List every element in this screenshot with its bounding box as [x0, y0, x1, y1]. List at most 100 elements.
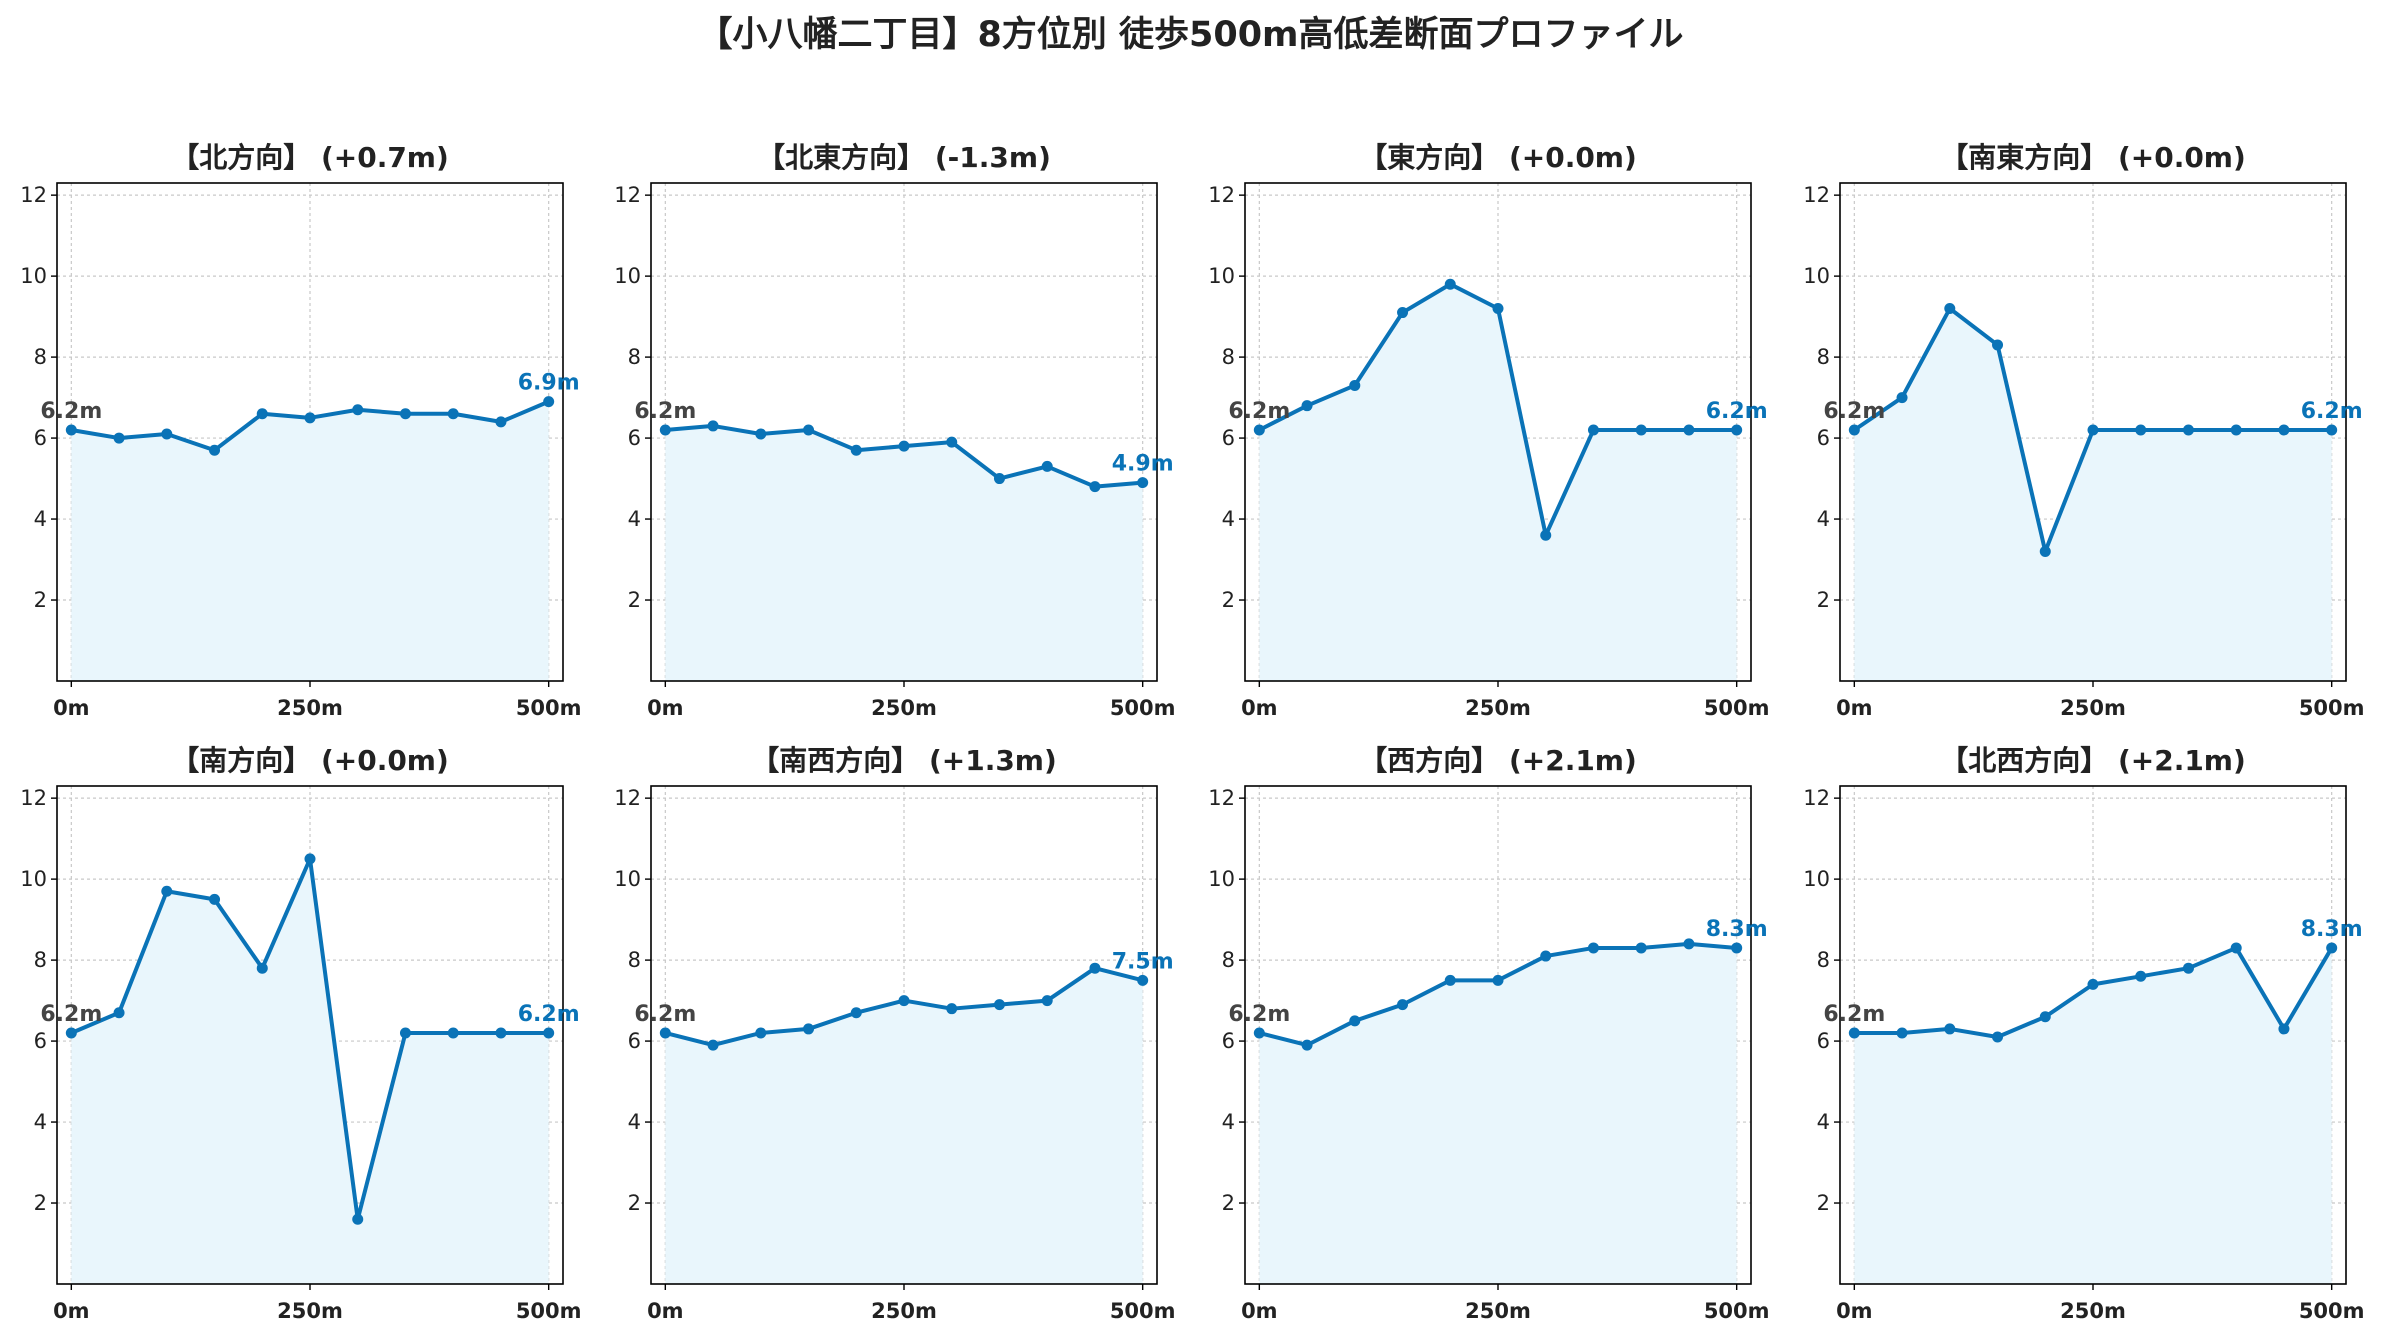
data-point: [1635, 942, 1647, 954]
y-tick-label: 6: [1817, 1029, 1830, 1053]
data-point: [1444, 278, 1456, 290]
x-tick-label: 250m: [277, 696, 343, 720]
data-point: [209, 444, 221, 456]
data-point: [1253, 424, 1265, 436]
y-tick-label: 4: [1222, 507, 1235, 531]
data-point: [707, 1039, 719, 1051]
y-tick-label: 6: [1817, 426, 1830, 450]
data-point: [161, 885, 173, 897]
data-point: [993, 473, 1005, 485]
y-tick-label: 8: [1222, 345, 1235, 369]
data-point: [1253, 1027, 1265, 1039]
end-value-label: 6.9m: [518, 371, 580, 396]
data-point: [755, 1027, 767, 1039]
y-tick-label: 2: [1817, 1191, 1830, 1215]
y-tick-label: 8: [1222, 948, 1235, 972]
y-tick-label: 12: [1208, 786, 1235, 810]
y-tick-label: 2: [1222, 1191, 1235, 1215]
data-point: [850, 1007, 862, 1019]
y-tick-label: 12: [614, 183, 641, 207]
x-tick-label: 500m: [2299, 696, 2365, 720]
y-tick-label: 8: [34, 345, 47, 369]
data-point: [2230, 942, 2242, 954]
start-value-label: 6.2m: [1823, 399, 1885, 424]
x-tick-label: 500m: [1704, 1299, 1770, 1323]
data-point: [1635, 424, 1647, 436]
data-point: [2039, 545, 2051, 557]
y-tick-label: 6: [1222, 426, 1235, 450]
data-point: [1587, 942, 1599, 954]
x-tick-label: 250m: [871, 696, 937, 720]
data-point: [1896, 1027, 1908, 1039]
data-point: [495, 416, 507, 428]
x-tick-label: 0m: [647, 1299, 684, 1323]
data-point: [1349, 379, 1361, 391]
data-point: [65, 424, 77, 436]
data-point: [1444, 974, 1456, 986]
end-value-label: 4.9m: [1112, 452, 1174, 477]
y-tick-label: 10: [614, 264, 641, 288]
data-point: [659, 424, 671, 436]
y-tick-label: 10: [1208, 867, 1235, 891]
x-tick-label: 500m: [516, 696, 582, 720]
end-value-label: 8.3m: [2301, 917, 2363, 942]
data-point: [1731, 424, 1743, 436]
y-tick-label: 4: [1222, 1110, 1235, 1134]
data-point: [495, 1027, 507, 1039]
data-point: [399, 1027, 411, 1039]
data-point: [1397, 999, 1409, 1011]
panel-4: 【南方向】 (+0.0m) 2 4 6 8 10 12 0m 250m 500m 6.2m 6.2m: [20, 744, 581, 1323]
data-point: [1896, 392, 1908, 404]
area-fill: [1259, 284, 1737, 681]
y-tick-label: 6: [34, 1029, 47, 1053]
data-point: [447, 1027, 459, 1039]
data-point: [755, 428, 767, 440]
y-tick-label: 2: [1817, 588, 1830, 612]
y-tick-label: 12: [614, 786, 641, 810]
data-point: [1683, 938, 1695, 950]
x-tick-label: 250m: [1465, 1299, 1531, 1323]
data-point: [1301, 400, 1313, 412]
data-point: [1848, 424, 1860, 436]
y-tick-label: 10: [1803, 264, 1830, 288]
data-point: [2230, 424, 2242, 436]
data-point: [304, 853, 316, 865]
panel-title: 【西方向】 (+2.1m): [1359, 744, 1637, 777]
y-tick-label: 8: [628, 345, 641, 369]
data-point: [399, 408, 411, 420]
x-tick-label: 250m: [2060, 696, 2126, 720]
data-point: [304, 412, 316, 424]
data-point: [352, 404, 364, 416]
panel-title: 【南西方向】 (+1.3m): [751, 744, 1057, 777]
x-tick-label: 250m: [871, 1299, 937, 1323]
data-point: [1944, 1023, 1956, 1035]
data-point: [946, 1003, 958, 1015]
data-point: [1683, 424, 1695, 436]
data-point: [1992, 339, 2004, 351]
data-point: [1397, 307, 1409, 319]
end-value-label: 8.3m: [1706, 917, 1768, 942]
data-point: [543, 1027, 555, 1039]
y-tick-label: 4: [34, 1110, 47, 1134]
data-point: [803, 1023, 815, 1035]
data-point: [946, 436, 958, 448]
y-tick-label: 12: [20, 183, 47, 207]
data-point: [161, 428, 173, 440]
data-point: [1349, 1015, 1361, 1027]
x-tick-label: 0m: [1836, 1299, 1873, 1323]
y-tick-label: 8: [628, 948, 641, 972]
y-tick-label: 2: [1222, 588, 1235, 612]
x-tick-label: 500m: [1110, 696, 1176, 720]
end-value-label: 6.2m: [518, 1002, 580, 1027]
y-tick-label: 12: [1803, 786, 1830, 810]
y-tick-label: 6: [628, 426, 641, 450]
y-tick-label: 2: [34, 588, 47, 612]
data-point: [543, 396, 555, 408]
panel-0: 【北方向】 (+0.7m) 2 4 6 8 10 12 0m 250m 500m 6.2m 6.9m: [20, 141, 581, 720]
x-tick-label: 250m: [277, 1299, 343, 1323]
area-fill: [71, 858, 549, 1284]
panel-title: 【南方向】 (+0.0m): [171, 744, 449, 777]
data-point: [1540, 529, 1552, 541]
data-point: [113, 1007, 125, 1019]
y-tick-label: 4: [34, 507, 47, 531]
